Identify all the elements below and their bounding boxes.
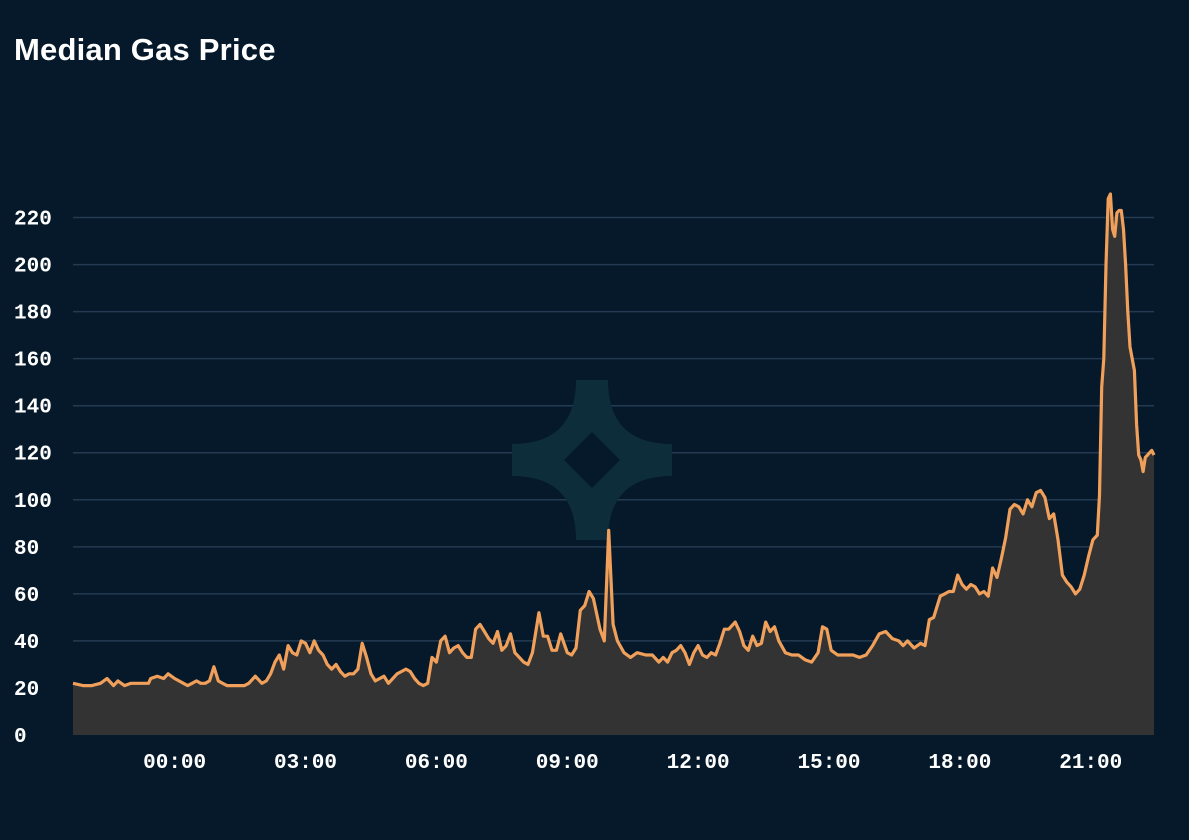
y-tick-label: 20 <box>14 679 39 702</box>
x-axis-ticks: 00:00 03:00 06:00 09:00 12:00 15:00 18:00 21:00 <box>143 752 1122 775</box>
y-tick-label: 60 <box>14 585 39 608</box>
y-tick-label: 100 <box>14 491 52 514</box>
price-line <box>72 192 1156 688</box>
watermark-logo <box>512 380 672 540</box>
y-tick-label: 140 <box>14 397 52 420</box>
x-tick-label: 15:00 <box>797 752 860 775</box>
y-tick-label: 120 <box>14 444 52 467</box>
y-tick-label: 200 <box>14 256 52 279</box>
x-tick-label: 03:00 <box>274 752 337 775</box>
x-tick-label: 12:00 <box>667 752 730 775</box>
x-tick-label: 00:00 <box>143 752 206 775</box>
x-tick-label: 09:00 <box>536 752 599 775</box>
y-tick-label: 0 <box>14 726 27 749</box>
y-axis-ticks: 0 20 40 60 80 100 120 140 160 180 200 220 <box>14 209 52 749</box>
x-tick-label: 21:00 <box>1059 752 1122 775</box>
y-tick-label: 80 <box>14 538 39 561</box>
y-tick-label: 160 <box>14 350 52 373</box>
y-tick-label: 40 <box>14 632 39 655</box>
y-tick-label: 180 <box>14 303 52 326</box>
y-tick-label: 220 <box>14 209 52 232</box>
x-tick-label: 18:00 <box>928 752 991 775</box>
x-tick-label: 06:00 <box>405 752 468 775</box>
chart-title: Median Gas Price <box>14 32 276 67</box>
